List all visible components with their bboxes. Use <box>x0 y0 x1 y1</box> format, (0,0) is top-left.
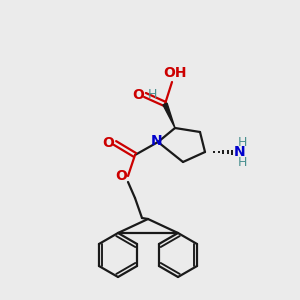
Text: O: O <box>132 88 144 102</box>
Text: H: H <box>237 155 247 169</box>
Text: O: O <box>102 136 114 150</box>
Text: O: O <box>115 169 127 183</box>
Text: H: H <box>237 136 247 148</box>
Text: H: H <box>147 88 157 100</box>
Text: N: N <box>151 134 163 148</box>
Text: N: N <box>234 145 246 159</box>
Text: OH: OH <box>163 66 187 80</box>
Polygon shape <box>163 103 175 128</box>
